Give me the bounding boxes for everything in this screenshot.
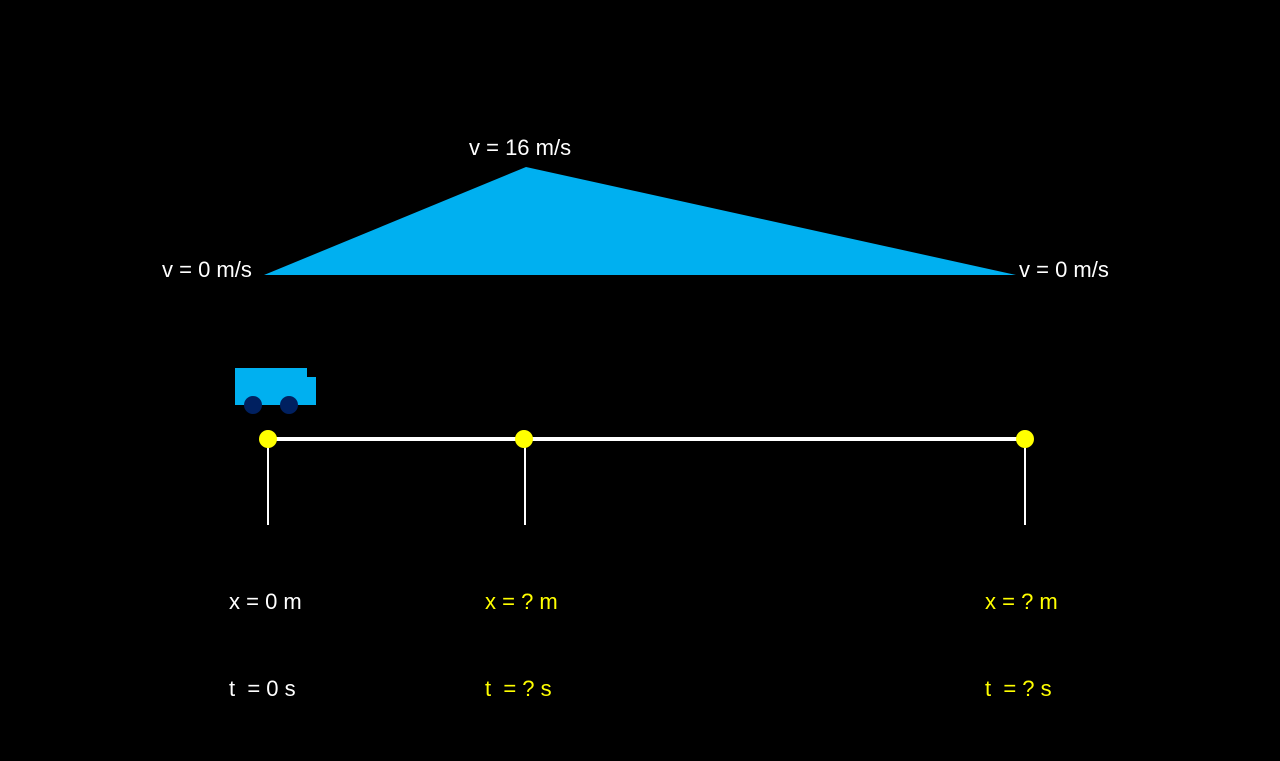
start-velocity-label: v = 0 m/s — [162, 257, 252, 282]
time-label: t = 0 s — [229, 676, 296, 701]
point-marker-middle — [515, 430, 533, 448]
point-label-end: x = ? m t = ? s — [985, 529, 1058, 761]
position-label: x = 0 m — [229, 589, 302, 614]
point-marker-start — [259, 430, 277, 448]
point-marker-end — [1016, 430, 1034, 448]
peak-velocity-label: v = 16 m/s — [469, 135, 572, 160]
position-label: x = ? m — [485, 589, 558, 614]
time-label: t = ? s — [485, 676, 552, 701]
truck-icon — [235, 368, 316, 414]
truck-front-wheel — [280, 396, 298, 414]
velocity-triangle — [264, 167, 1016, 275]
truck-cargo-box — [235, 368, 307, 405]
end-velocity-label: v = 0 m/s — [1019, 257, 1109, 282]
truck-cab — [300, 377, 316, 405]
point-label-middle: x = ? m t = ? s — [485, 529, 558, 761]
position-label: x = ? m — [985, 589, 1058, 614]
time-label: t = ? s — [985, 676, 1052, 701]
truck-rear-wheel — [244, 396, 262, 414]
kinematics-diagram: v = 16 m/s v = 0 m/s v = 0 m/s x = 0 m t… — [162, 135, 1109, 701]
diagram-canvas — [235, 167, 1034, 525]
point-label-start: x = 0 m t = 0 s — [229, 529, 302, 761]
